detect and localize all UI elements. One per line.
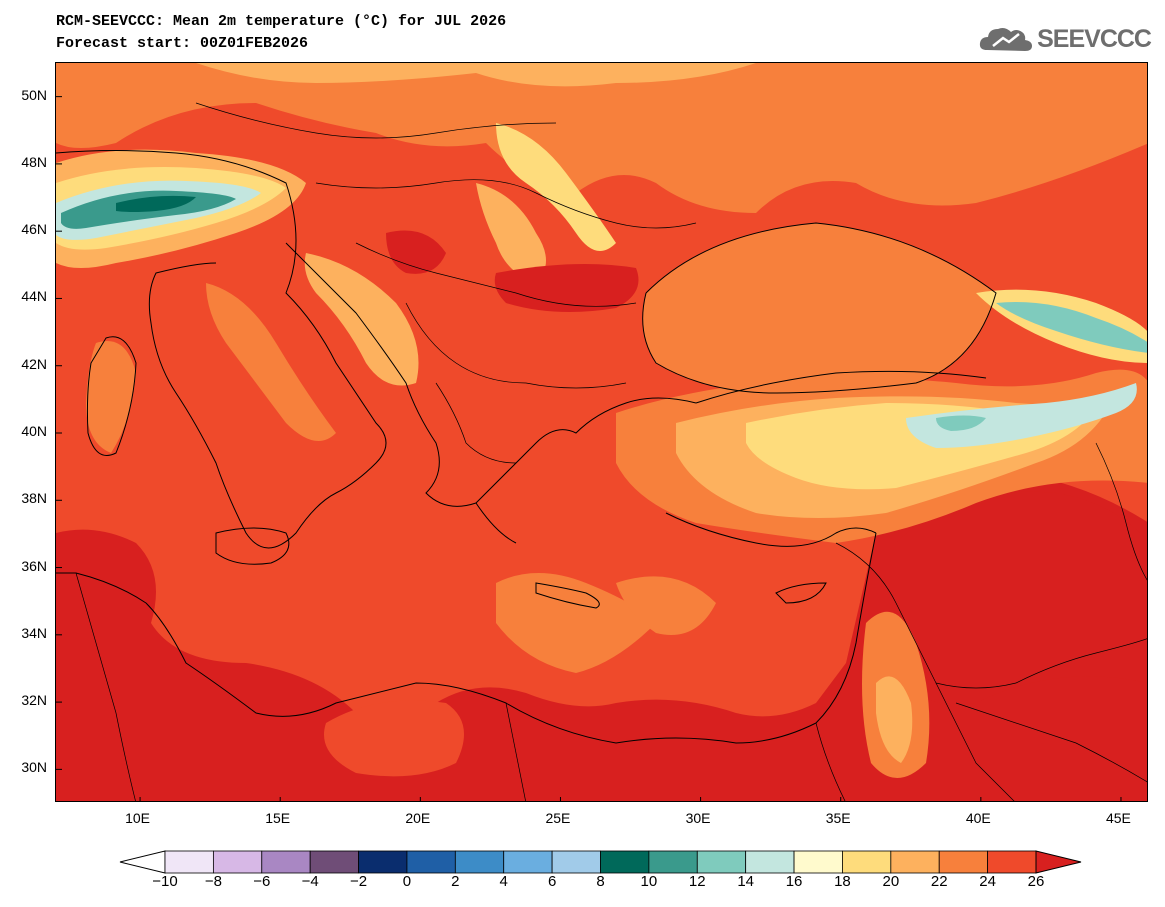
legend-swatch	[600, 850, 650, 874]
legend-swatch	[551, 850, 601, 874]
coastlines	[56, 150, 997, 744]
anatolia-highlands	[906, 383, 1137, 448]
map-canvas	[56, 63, 1147, 801]
legend-label: 22	[930, 873, 948, 890]
lon-label: 25E	[545, 810, 571, 826]
legend-swatch	[842, 850, 892, 874]
lat-label: 30N	[21, 759, 47, 776]
logo-text: SEEVCCC	[1037, 24, 1152, 53]
temperature-map	[55, 62, 1148, 802]
seevccc-logo: SEEVCCC	[979, 24, 1152, 54]
legend-label: 6	[547, 873, 557, 890]
cloud-icon	[980, 28, 1033, 51]
legend-swatch	[454, 850, 505, 874]
lat-label: 34N	[21, 624, 47, 641]
legend-label: 18	[834, 873, 851, 890]
lon-label: 45E	[1105, 810, 1131, 826]
legend-label: 8	[596, 873, 605, 890]
forecast-start-subtitle: Forecast start: 00Z01FEB2026	[56, 35, 309, 52]
lon-label: 40E	[965, 810, 991, 826]
sardinia-warm	[86, 341, 136, 453]
legend-swatch	[261, 850, 311, 874]
legend-swatch	[938, 850, 989, 874]
lat-label: 48N	[21, 153, 47, 170]
legend-swatch	[793, 850, 843, 874]
legend-label: −2	[349, 873, 368, 890]
map-tick-marks	[56, 96, 1122, 801]
legend-label: 24	[979, 873, 996, 890]
legend-swatch	[503, 850, 553, 874]
apennines-warm	[206, 283, 336, 441]
legend-label: 10	[640, 873, 658, 890]
lat-label: 46N	[21, 221, 47, 238]
lat-label: 44N	[21, 288, 47, 305]
libya-coast-band	[324, 700, 464, 777]
legend-label: 0	[402, 873, 412, 890]
aegean-cool	[496, 573, 656, 673]
legend-swatch	[212, 850, 263, 874]
balkan-mountains-cool	[304, 253, 419, 386]
carpathians-mild	[476, 183, 546, 283]
anatolia-peaks	[936, 415, 986, 431]
legend-label: −10	[152, 873, 178, 890]
lon-label: 15E	[265, 810, 291, 826]
lat-label: 42N	[21, 355, 47, 372]
central-europe-warm-band	[56, 63, 1147, 213]
jordan-warm-core	[876, 676, 913, 763]
legend-swatch	[987, 850, 1037, 874]
carpathians-cool	[496, 123, 616, 251]
legend-swatch	[406, 850, 456, 874]
legend-label: 20	[882, 873, 900, 890]
country-borders	[75, 102, 1147, 801]
legend-swatch	[358, 850, 408, 874]
legend-label: 16	[785, 873, 803, 890]
lat-label: 40N	[21, 423, 47, 439]
lat-label: 38N	[21, 490, 47, 507]
legend-label: 2	[451, 873, 460, 890]
black-sea-field	[642, 223, 996, 393]
legend-swatch	[696, 850, 747, 874]
caucasus-cold	[996, 302, 1147, 353]
legend-label: 4	[499, 873, 508, 890]
lat-label: 50N	[21, 86, 47, 103]
wallachia-hot	[494, 264, 639, 312]
legend-swatch	[890, 850, 940, 874]
legend-label: 14	[737, 873, 754, 890]
legend-label: −4	[301, 873, 319, 890]
middle-east-hot-zone	[896, 491, 1147, 705]
lat-label: 36N	[21, 557, 47, 574]
legend-label: 12	[688, 873, 706, 890]
legend-swatch	[309, 850, 359, 874]
lon-label: 10E	[125, 810, 150, 826]
legend-swatch	[648, 850, 698, 874]
legend-arrow-low	[119, 850, 166, 874]
legend-label: −8	[204, 873, 222, 890]
legend-swatch	[164, 850, 214, 874]
legend-label: −6	[253, 873, 271, 890]
lon-label: 30E	[685, 810, 711, 826]
map-title: RCM-SEEVCCC: Mean 2m temperature (°C) fo…	[56, 13, 507, 30]
legend-arrow-high	[1035, 850, 1082, 874]
lon-label: 20E	[405, 810, 431, 826]
pannonian-hot	[386, 230, 446, 274]
east-med-cool	[616, 576, 716, 635]
lat-label: 32N	[21, 692, 47, 709]
alps-coldest	[116, 195, 196, 212]
legend-label: 26	[1027, 873, 1045, 890]
legend-swatch	[745, 850, 795, 874]
lon-label: 35E	[825, 810, 851, 826]
north-edge-cool	[196, 63, 756, 87]
